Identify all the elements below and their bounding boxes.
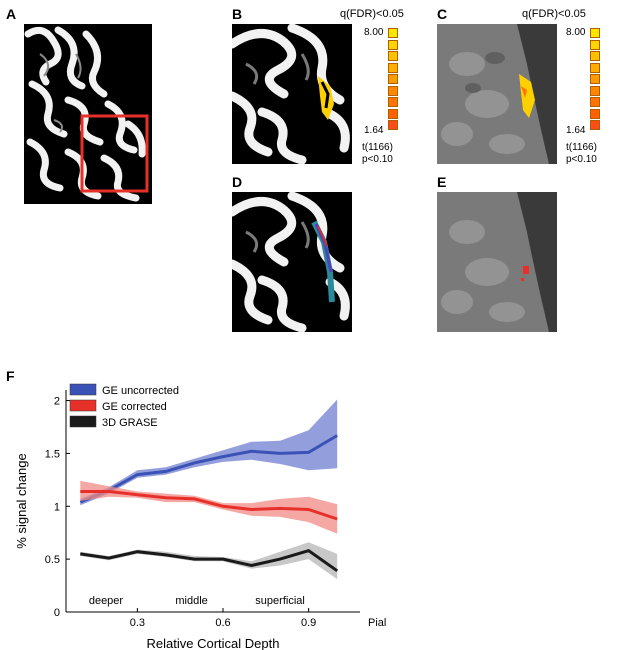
colorbar-step [388,62,398,73]
colorbar-step [590,51,600,61]
depth-layer-purple [314,223,333,273]
panel-label-e: E [437,174,447,190]
activation-cluster-c [519,74,535,118]
colorbar-step [590,74,600,84]
colorbar-max-label-b: 8.00 [364,27,384,38]
colorbar-step [590,39,600,50]
brain-zoom-image-b [232,24,352,164]
series-band-1 [80,480,338,534]
brain-slice-image-a [24,24,152,204]
panel-label-b: B [232,6,243,22]
colorbar-step [590,62,600,73]
colorbar-step [590,85,600,96]
colorbar-step [388,74,398,84]
brain-slice-svg-a [24,26,149,202]
panel-label-a: A [6,6,17,22]
legend-entry: GE uncorrected [102,385,179,397]
y-axis-label: % signal change [14,453,29,548]
colorbar-step [388,39,398,50]
colorbar-step [388,28,398,38]
region-label: deeper [89,595,124,607]
colorbar-min-label-c: 1.64 [566,125,586,136]
brain-depth-image-d [232,192,352,332]
colorbar-step [388,108,398,119]
activation-voxel-e [523,266,529,274]
y-tick-label: 0.5 [45,554,60,566]
colorbar-max-label-c: 8.00 [566,27,586,38]
colorbar-stat-label-b: t(1166) [362,142,393,153]
epi-svg-c [437,24,557,164]
legend-entry: 3D GRASE [102,417,158,429]
panel-label-f: F [6,368,15,384]
colorbar-step [590,97,600,107]
legend-swatch [69,415,97,428]
region-label: superficial [255,595,305,607]
x-tick-label-pial: Pial [368,617,386,629]
zoom-region-box [80,114,149,193]
series-line-1 [80,490,338,521]
epi-image-e [437,192,557,332]
colorbar-step [388,97,398,107]
x-axis-label: Relative Cortical Depth [147,636,280,650]
colorbar-step [388,51,398,61]
panel-label-c: C [437,6,448,22]
brain-zoom-svg-b [232,24,350,164]
legend-swatch [69,383,97,396]
colorbar-stat-label-c: t(1166) [566,142,597,153]
region-label: middle [175,595,207,607]
panel-label-d: D [232,174,243,190]
x-tick-label: 0.6 [215,617,230,629]
brain-depth-svg-d [232,192,350,332]
legend-swatch [69,399,97,412]
colorbar-p-label-b: p<0.10 [362,154,393,165]
epi-image-c [437,24,557,164]
colorbar-step [590,108,600,119]
colorbar-step [590,120,600,130]
colorbar-step [388,85,398,96]
x-tick-label: 0.3 [130,617,145,629]
colorbar-title-c: q(FDR)<0.05 [522,8,586,20]
legend-entry: GE corrected [102,401,167,413]
series-band-2 [80,542,338,580]
y-tick-label: 1 [54,501,60,513]
colorbar-min-label-b: 1.64 [364,125,384,136]
depth-layer-red [317,225,328,247]
y-tick-label: 0 [54,607,60,619]
y-tick-label: 2 [54,396,60,408]
y-tick-label: 1.5 [45,448,60,460]
epi-svg-e [437,192,557,332]
colorbar-p-label-c: p<0.10 [566,154,597,165]
colorbar-step [590,28,600,38]
series-line-2 [80,549,339,573]
colorbar-title-b: q(FDR)<0.05 [340,8,404,20]
colorbar-step [388,120,398,130]
x-tick-label: 0.9 [301,617,316,629]
series-line-0 [79,434,338,504]
depth-profile-chart: 0 0.5 1 1.5 2 0.3 0.6 0.9 Pial Relative Cortical … [14,383,386,650]
